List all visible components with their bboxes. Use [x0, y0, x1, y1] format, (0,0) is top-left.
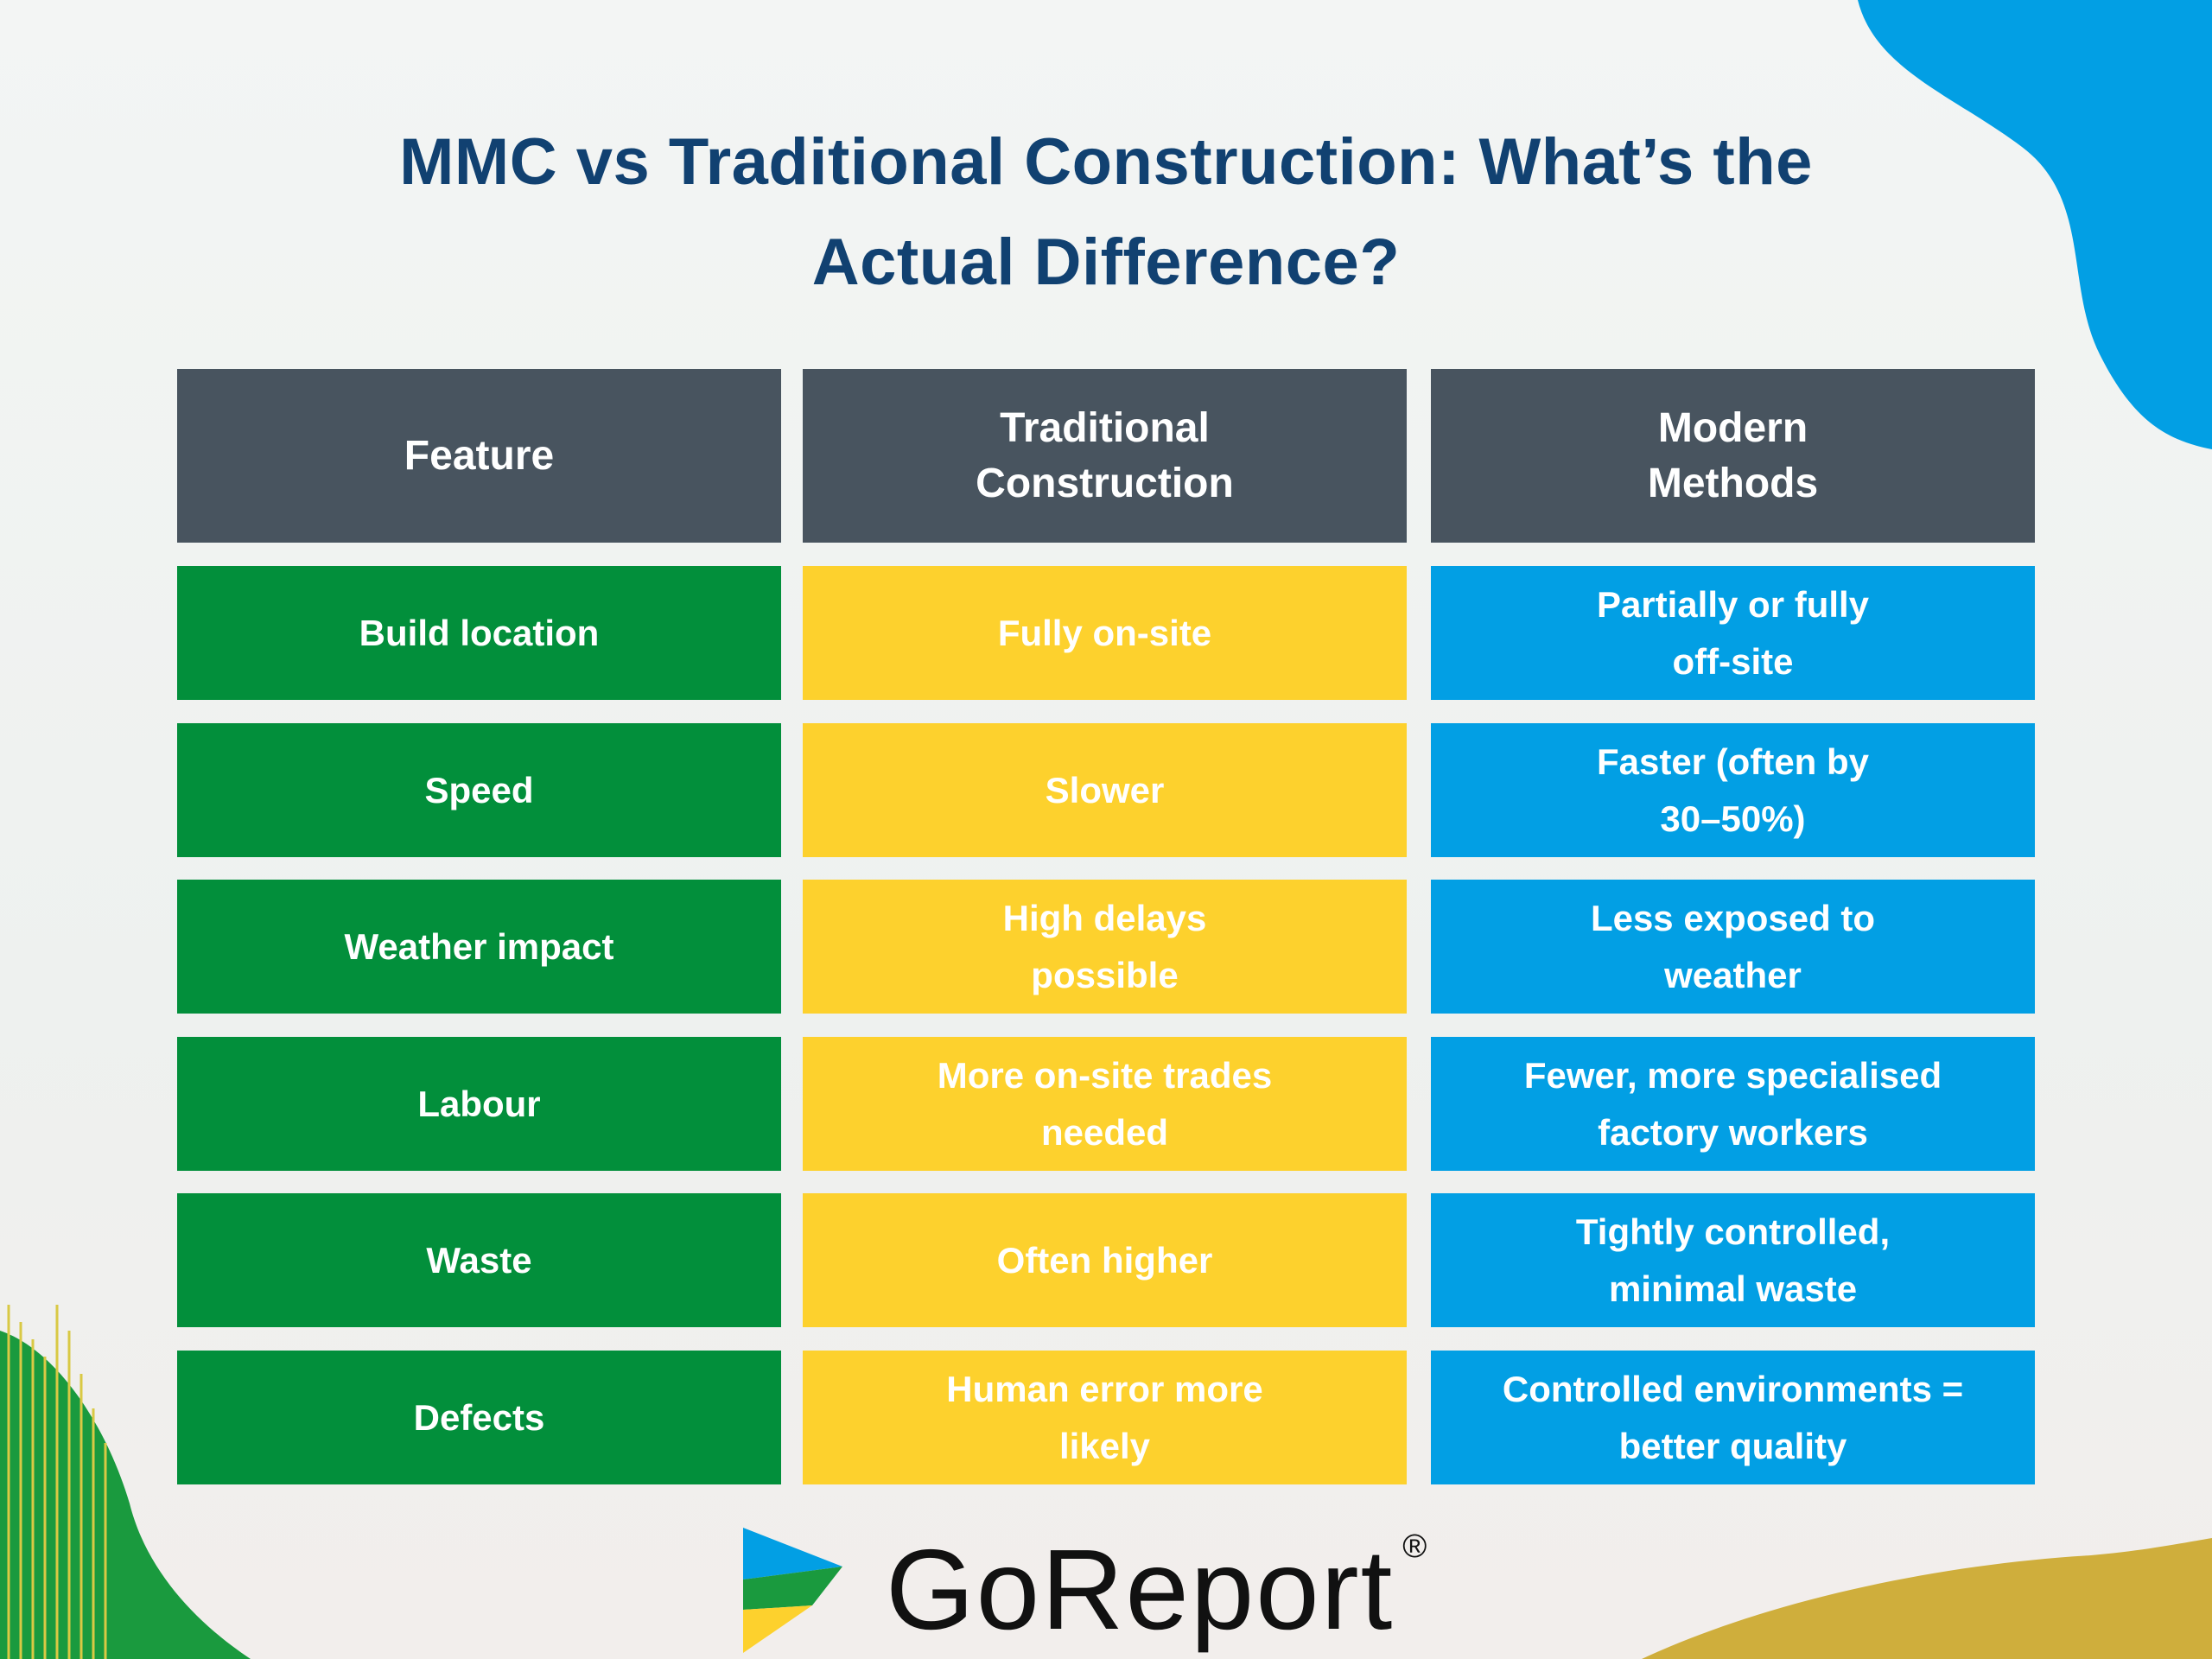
table-row-feature: Defects: [177, 1351, 781, 1484]
header-modern-line-2: Methods: [1647, 460, 1819, 506]
traditional-text-line-2: needed: [1040, 1111, 1169, 1153]
modern-text-line-1: Partially or fully: [1596, 583, 1870, 625]
table-row-feature: Build location: [177, 566, 781, 700]
table-row-modern: Tightly controlled, minimal waste: [1431, 1193, 2035, 1327]
header-modern: Modern Methods: [1431, 369, 2035, 543]
modern-text-line-2: better quality: [1618, 1425, 1847, 1466]
feature-label: Build location: [359, 612, 600, 653]
table-row-modern: Controlled environments = better quality: [1431, 1351, 2035, 1484]
traditional-text-line-2: possible: [1031, 954, 1179, 995]
modern-text-line-2: minimal waste: [1608, 1268, 1858, 1309]
table-row-modern: Partially or fully off-site: [1431, 566, 2035, 700]
yellow-lines-decoration: [7, 1305, 107, 1659]
feature-label: Defects: [413, 1396, 545, 1438]
title-line-1: MMC vs Traditional Construction: What’s …: [399, 125, 1813, 199]
modern-text-line-1: Controlled environments =: [1502, 1368, 1964, 1409]
feature-label: Labour: [417, 1083, 541, 1124]
feature-label: Waste: [426, 1239, 532, 1281]
header-traditional-line-2: Construction: [976, 460, 1234, 506]
table-row-feature: Waste: [177, 1193, 781, 1327]
table-row-traditional: Human error more likely: [803, 1351, 1407, 1484]
modern-text-line-2: off-site: [1672, 640, 1794, 682]
traditional-text-line-1: Human error more: [946, 1368, 1263, 1409]
header-traditional-line-1: Traditional: [1000, 404, 1210, 451]
table-row-traditional: Often higher: [803, 1193, 1407, 1327]
modern-text-line-1: Fewer, more specialised: [1523, 1054, 1942, 1096]
table-row-feature: Speed: [177, 723, 781, 857]
modern-text-line-1: Faster (often by: [1596, 741, 1870, 782]
modern-text-line-2: factory workers: [1598, 1111, 1868, 1153]
traditional-text-line-1: More on-site trades: [937, 1054, 1273, 1096]
table-row-feature: Labour: [177, 1037, 781, 1171]
table-row-traditional: High delays possible: [803, 880, 1407, 1014]
table-row-modern: Faster (often by 30–50%): [1431, 723, 2035, 857]
modern-text-line-1: Less exposed to: [1590, 897, 1876, 938]
table-row-traditional: More on-site trades needed: [803, 1037, 1407, 1171]
header-feature: Feature: [177, 369, 781, 543]
modern-text-line-2: weather: [1664, 954, 1802, 995]
page-title: MMC vs Traditional Construction: What’s …: [0, 112, 2212, 313]
modern-text-line-1: Tightly controlled,: [1575, 1211, 1891, 1252]
header-feature-line-1: Feature: [404, 432, 555, 479]
traditional-text-line-1: Often higher: [996, 1239, 1213, 1281]
table-row-modern: Less exposed to weather: [1431, 880, 2035, 1014]
brand-name: GoReport: [886, 1526, 1395, 1653]
header-modern-line-1: Modern: [1657, 404, 1808, 451]
traditional-text-line-1: Slower: [1045, 769, 1165, 810]
feature-label: Weather impact: [344, 925, 614, 967]
modern-text-line-2: 30–50%): [1660, 798, 1806, 839]
goreport-logo: GoReport ®: [743, 1521, 1427, 1659]
table-row-modern: Fewer, more specialised factory workers: [1431, 1037, 2035, 1171]
table-row-traditional: Fully on-site: [803, 566, 1407, 700]
traditional-text-line-1: High delays: [1002, 897, 1207, 938]
registered-mark: ®: [1402, 1529, 1429, 1565]
traditional-text-line-1: Fully on-site: [997, 612, 1212, 653]
traditional-text-line-2: likely: [1058, 1425, 1151, 1466]
goreport-arrow-logo-icon: [743, 1527, 842, 1653]
feature-label: Speed: [424, 769, 534, 810]
table-row-feature: Weather impact: [177, 880, 781, 1014]
title-line-2: Actual Difference?: [811, 226, 1401, 299]
header-traditional: Traditional Construction: [803, 369, 1407, 543]
table-row-traditional: Slower: [803, 723, 1407, 857]
